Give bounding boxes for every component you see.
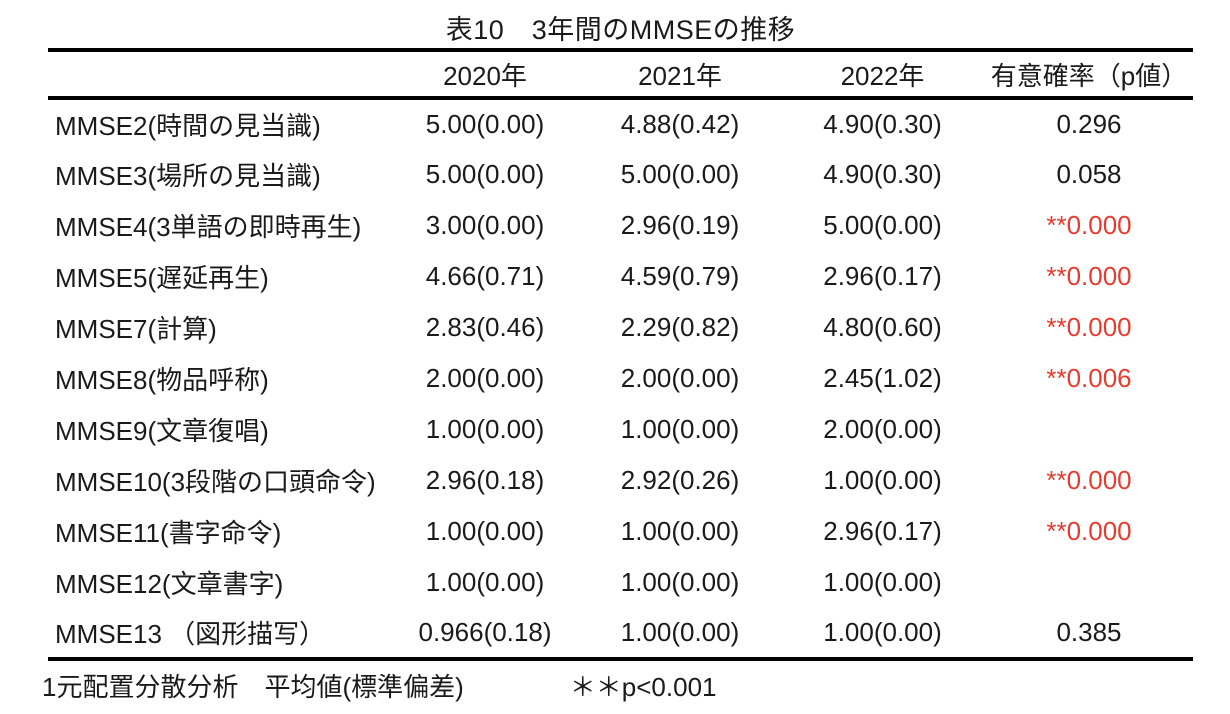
value-2021: 1.00(0.00) xyxy=(620,414,740,444)
table-row: MMSE5(遅延再生) 4.66(0.71) 4.59(0.79) 2.96(0.17… xyxy=(48,251,1193,302)
row-label: MMSE8(物品呼称) xyxy=(55,365,269,395)
value-2021: 1.00(0.00) xyxy=(620,516,740,546)
value-2021: 2.00(0.00) xyxy=(620,363,740,393)
table-row: MMSE4(3単語の即時再生) 3.00(0.00) 2.96(0.19) 5.00(… xyxy=(48,200,1193,251)
table-row: MMSE10(3段階の口頭命令) 2.96(0.18) 2.92(0.26) 1.00… xyxy=(48,455,1193,506)
row-label: MMSE2(時間の見当識) xyxy=(55,111,321,141)
p-value: **0.000 xyxy=(1046,312,1132,342)
table-body: MMSE2(時間の見当識) 5.00(0.00) 4.88(0.42) 4.90(0.… xyxy=(48,98,1193,659)
row-label: MMSE13 （図形描写） xyxy=(55,619,326,649)
table-row: MMSE13 （図形描写） 0.966(0.18) 1.00(0.00) 1.00(0… xyxy=(48,608,1193,659)
header-row: 2020年 2021年 2022年 有意確率（p値） xyxy=(48,50,1193,98)
p-value: **0.000 xyxy=(1046,465,1132,495)
value-2020: 0.966(0.18) xyxy=(418,617,552,647)
table-row: MMSE3(場所の見当識) 5.00(0.00) 5.00(0.00) 4.90(0.… xyxy=(48,149,1193,200)
value-2022: 4.90(0.30) xyxy=(823,109,942,139)
mmse-table: 2020年 2021年 2022年 有意確率（p値） MMSE2(時間の見当識)… xyxy=(48,48,1193,661)
header-cell-2022: 2022年 xyxy=(840,60,925,91)
table-title: 表10 3年間のMMSEの推移 xyxy=(445,15,796,45)
analysis-note: 1元配置分散分析 平均値(標準偏差) xyxy=(42,672,464,702)
value-2020: 5.00(0.00) xyxy=(425,159,545,189)
p-value xyxy=(985,557,1193,608)
table-row: MMSE2(時間の見当識) 5.00(0.00) 4.88(0.42) 4.90(0.… xyxy=(48,98,1193,149)
value-2020: 5.00(0.00) xyxy=(425,109,545,139)
row-label: MMSE3(場所の見当識) xyxy=(55,161,321,191)
row-label: MMSE9(文章復唱) xyxy=(55,416,269,446)
table-row: MMSE7(計算) 2.83(0.46) 2.29(0.82) 4.80(0.60) *… xyxy=(48,302,1193,353)
p-value: **0.000 xyxy=(1046,261,1132,291)
row-label: MMSE11(書字命令) xyxy=(55,518,282,548)
header-cell-pvalue: 有意確率（p値） xyxy=(990,60,1188,91)
p-value: **0.000 xyxy=(1046,516,1132,546)
value-2022: 1.00(0.00) xyxy=(823,465,942,495)
p-value: **0.000 xyxy=(1046,210,1132,240)
value-2022: 2.45(1.02) xyxy=(823,363,942,393)
p-value: 0.296 xyxy=(1056,109,1122,139)
value-2021: 1.00(0.00) xyxy=(620,617,740,647)
table-row: MMSE12(文章書字) 1.00(0.00) 1.00(0.00) 1.00(0.0… xyxy=(48,557,1193,608)
value-2020: 4.66(0.71) xyxy=(425,261,545,291)
p-value xyxy=(985,404,1193,455)
table-row: MMSE9(文章復唱) 1.00(0.00) 1.00(0.00) 2.00(0.00… xyxy=(48,404,1193,455)
value-2020: 3.00(0.00) xyxy=(425,210,545,240)
value-2022: 1.00(0.00) xyxy=(823,567,942,597)
value-2020: 2.00(0.00) xyxy=(425,363,545,393)
value-2021: 2.96(0.19) xyxy=(620,210,740,240)
header-cell-2020: 2020年 xyxy=(443,60,527,91)
header-cell-2021: 2021年 xyxy=(638,60,722,91)
value-2022: 5.00(0.00) xyxy=(823,210,942,240)
value-2020: 1.00(0.00) xyxy=(425,516,545,546)
p-value: **0.006 xyxy=(1046,363,1132,393)
table-row: MMSE11(書字命令) 1.00(0.00) 1.00(0.00) 2.96(0.1… xyxy=(48,506,1193,557)
value-2020: 1.00(0.00) xyxy=(425,567,545,597)
value-2021: 2.92(0.26) xyxy=(620,465,740,495)
value-2021: 1.00(0.00) xyxy=(620,567,740,597)
header-cell-label xyxy=(48,50,390,98)
value-2021: 4.88(0.42) xyxy=(620,109,740,139)
value-2022: 2.00(0.00) xyxy=(823,414,942,444)
table-footnote: 1元配置分散分析 平均値(標準偏差) ＊＊p<0.001 xyxy=(42,667,717,704)
value-2021: 5.00(0.00) xyxy=(620,159,740,189)
row-label: MMSE7(計算) xyxy=(55,314,217,344)
row-label: MMSE10(3段階の口頭命令) xyxy=(55,467,376,497)
value-2022: 4.80(0.60) xyxy=(823,312,942,342)
significance-note: ＊＊p<0.001 xyxy=(569,672,717,702)
value-2021: 2.29(0.82) xyxy=(620,312,740,342)
row-label: MMSE4(3単語の即時再生) xyxy=(55,212,362,242)
value-2022: 2.96(0.17) xyxy=(823,516,942,546)
value-2022: 4.90(0.30) xyxy=(823,159,942,189)
value-2020: 1.00(0.00) xyxy=(425,414,545,444)
p-value: 0.385 xyxy=(1056,617,1122,647)
row-label: MMSE5(遅延再生) xyxy=(55,263,269,293)
value-2020: 2.96(0.18) xyxy=(425,465,545,495)
value-2022: 2.96(0.17) xyxy=(823,261,942,291)
value-2021: 4.59(0.79) xyxy=(620,261,740,291)
table-row: MMSE8(物品呼称) 2.00(0.00) 2.00(0.00) 2.45(1.02… xyxy=(48,353,1193,404)
value-2020: 2.83(0.46) xyxy=(425,312,545,342)
row-label: MMSE12(文章書字) xyxy=(55,569,284,599)
p-value: 0.058 xyxy=(1056,159,1122,189)
value-2022: 1.00(0.00) xyxy=(823,617,942,647)
